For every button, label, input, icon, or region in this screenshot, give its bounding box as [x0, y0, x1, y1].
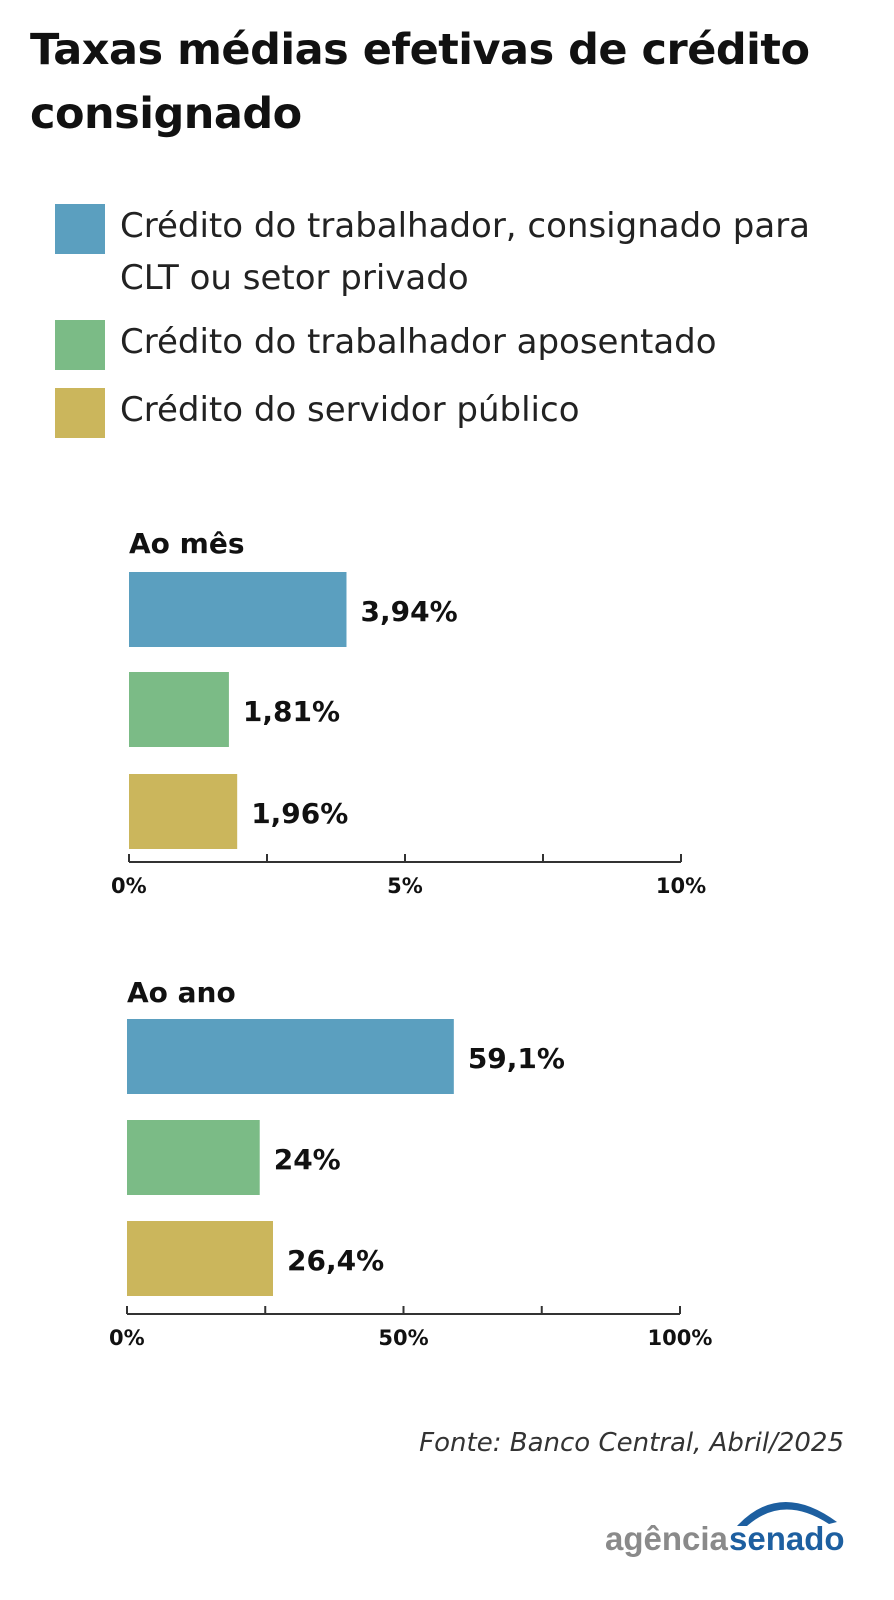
legend-item-servidor: Crédito do servidor público	[55, 384, 810, 438]
source-note: Fonte: Banco Central, Abril/2025	[419, 1428, 844, 1458]
bar-1-1	[127, 1120, 260, 1195]
tick-label-0-4: 10%	[656, 874, 706, 898]
chart-1-title: Ao ano	[127, 976, 236, 1009]
tick-label-1-4: 100%	[648, 1326, 713, 1350]
logo-arc	[737, 1501, 837, 1526]
legend-item-clt: Crédito do trabalhador, consignado para …	[55, 200, 810, 304]
data-label-1-0: 59,1%	[468, 1042, 565, 1075]
bar-1-2	[127, 1221, 273, 1296]
data-label-1-1: 24%	[274, 1143, 341, 1176]
data-label-1-2: 26,4%	[287, 1244, 384, 1277]
bar-1-0	[127, 1019, 454, 1094]
legend-item-aposentado: Crédito do trabalhador aposentado	[55, 316, 810, 370]
tick-label-1-2: 50%	[378, 1326, 428, 1350]
chart-title: Taxas médias efetivas de crédito consign…	[30, 25, 810, 139]
data-label-0-2: 1,96%	[251, 797, 348, 830]
legend-swatch-clt	[55, 204, 105, 254]
logo-text-senado: senado	[729, 1520, 845, 1557]
bar-0-2	[129, 774, 238, 849]
legend-label-servidor: Crédito do servidor público	[120, 390, 580, 430]
bar-0-0	[129, 572, 347, 647]
agencia-senado-logo: agência senado	[605, 1501, 845, 1557]
chart-0-title: Ao mês	[129, 527, 245, 560]
tick-label-0-0: 0%	[111, 874, 147, 898]
legend-label-clt: Crédito do trabalhador, consignado para …	[120, 206, 811, 298]
legend-swatch-servidor	[55, 388, 105, 438]
logo-text-agencia: agência	[605, 1520, 729, 1557]
legend-swatch-aposentado	[55, 320, 105, 370]
data-label-0-1: 1,81%	[243, 695, 340, 728]
legend: Crédito do trabalhador, consignado para …	[55, 200, 810, 438]
legend-label-aposentado: Crédito do trabalhador aposentado	[120, 322, 717, 362]
bar-0-1	[129, 672, 229, 747]
tick-label-1-0: 0%	[109, 1326, 145, 1350]
data-label-0-0: 3,94%	[360, 595, 457, 628]
tick-label-0-2: 5%	[387, 874, 423, 898]
